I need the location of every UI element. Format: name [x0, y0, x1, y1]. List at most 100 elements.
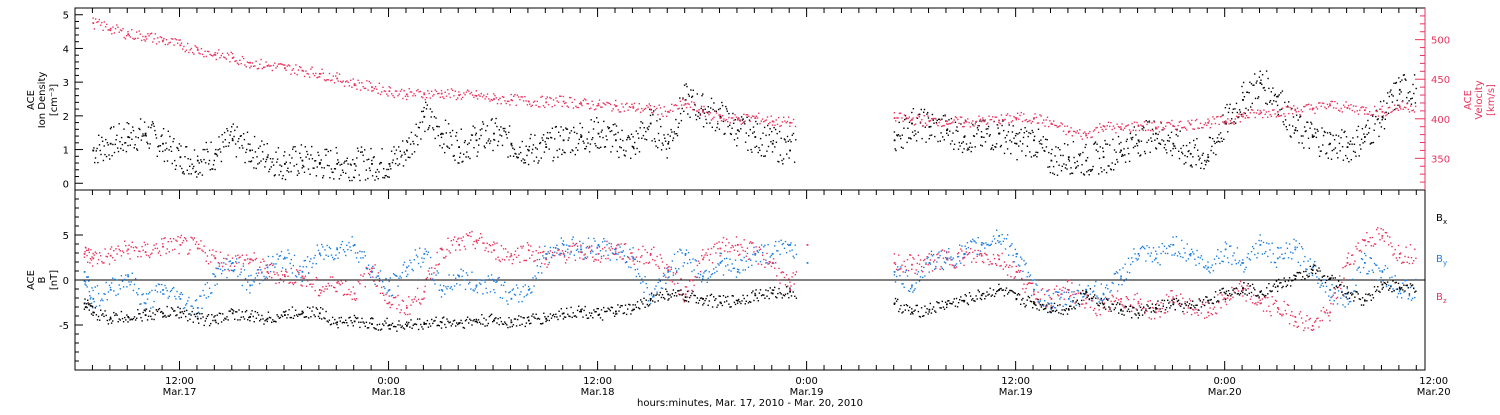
velocity-point [1150, 130, 1151, 131]
velocity-point [201, 48, 202, 49]
bz-point [615, 251, 616, 252]
density-point [415, 134, 416, 135]
density-point [277, 159, 278, 160]
bz-point [1072, 294, 1073, 295]
bz-point [1391, 246, 1392, 247]
density-point [98, 135, 99, 136]
velocity-point [991, 119, 992, 120]
bz-point [1147, 301, 1148, 302]
density-point [1274, 95, 1275, 96]
bz-point [1408, 257, 1409, 258]
bz-point [1048, 289, 1049, 290]
density-point [775, 129, 776, 130]
density-point [948, 119, 949, 120]
density-point [449, 148, 450, 149]
velocity-point-anchor [1085, 135, 1087, 137]
density-point [1044, 151, 1045, 152]
density-point [1034, 136, 1035, 137]
bz-point [532, 251, 533, 252]
bz-point [1305, 320, 1306, 321]
density-point [1233, 109, 1234, 110]
density-point [568, 140, 569, 141]
density-point [1123, 148, 1124, 149]
bz-point [1131, 311, 1132, 312]
velocity-point [365, 88, 366, 89]
bz-point [674, 283, 675, 284]
velocity-point [537, 101, 538, 102]
by-point-anchor [580, 249, 582, 251]
velocity-point [1079, 129, 1080, 130]
density-point [526, 155, 527, 156]
density-point-anchor [1033, 139, 1035, 141]
by-point [590, 252, 591, 253]
density-point [1242, 92, 1243, 93]
bz-point [1380, 228, 1381, 229]
bz-point [779, 283, 780, 284]
velocity-point [297, 74, 298, 75]
by-point [951, 259, 952, 260]
bz-point [1068, 280, 1069, 281]
bz-point [905, 266, 906, 267]
velocity-point [379, 83, 380, 84]
velocity-point [105, 26, 106, 27]
bz-point [268, 273, 269, 274]
density-point [288, 171, 289, 172]
density-point [689, 95, 690, 96]
bz-point [1220, 307, 1221, 308]
bz-point [1150, 300, 1151, 301]
velocity-point-anchor [1138, 125, 1140, 127]
density-point [1015, 135, 1016, 136]
bz-point [361, 280, 362, 281]
bz-point [213, 255, 214, 256]
by-point [267, 264, 268, 265]
velocity-point [1006, 115, 1007, 116]
bz-point [1255, 302, 1256, 303]
density-point [490, 140, 491, 141]
bz-point [85, 247, 86, 248]
density-point-anchor [476, 139, 478, 141]
density-point [479, 138, 480, 139]
velocity-point [951, 122, 952, 123]
by-point [245, 278, 246, 279]
density-point [309, 158, 310, 159]
density-point [345, 173, 346, 174]
by-point [356, 257, 357, 258]
velocity-point [624, 111, 625, 112]
velocity-point [1267, 117, 1268, 118]
by-point [236, 258, 237, 259]
density-point [366, 169, 367, 170]
density-point [1112, 139, 1113, 140]
density-point [107, 142, 108, 143]
by-point [557, 248, 558, 249]
by-point [714, 272, 715, 273]
density-point [316, 175, 317, 176]
density-tick-label: 2 [63, 112, 69, 123]
by-point [360, 257, 361, 258]
bz-point [1074, 303, 1075, 304]
velocity-point [1398, 110, 1399, 111]
bz-point [1247, 285, 1248, 286]
density-point [683, 111, 684, 112]
velocity-point [1411, 110, 1412, 111]
by-point [478, 279, 479, 280]
bz-point [764, 267, 765, 268]
by-point [176, 291, 177, 292]
density-point [969, 147, 970, 148]
by-point [570, 252, 571, 253]
density-point-anchor [737, 129, 739, 131]
density-point [614, 123, 615, 124]
by-point [378, 275, 379, 276]
bz-point [134, 250, 135, 251]
by-point [241, 272, 242, 273]
bz-point [1172, 296, 1173, 297]
velocity-point [95, 18, 96, 19]
bz-point [1256, 304, 1257, 305]
density-point [408, 137, 409, 138]
bz-point [487, 243, 488, 244]
density-point [1308, 138, 1309, 139]
density-point [502, 145, 503, 146]
velocity-point [965, 119, 966, 120]
by-point-anchor [145, 303, 147, 305]
bz-point [1037, 292, 1038, 293]
by-point [386, 292, 387, 293]
